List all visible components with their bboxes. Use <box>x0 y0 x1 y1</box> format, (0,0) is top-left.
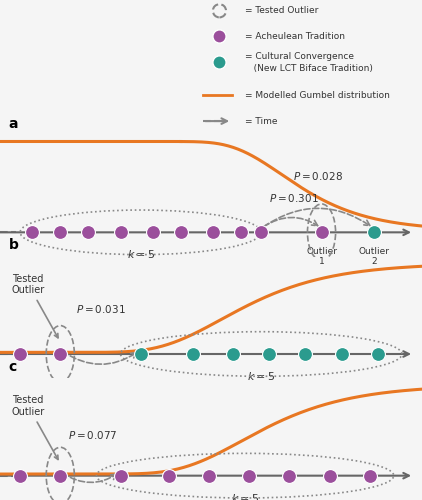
Point <box>17 350 24 358</box>
Point <box>57 350 64 358</box>
Point <box>57 228 64 236</box>
Point <box>137 350 144 358</box>
Point <box>117 228 124 236</box>
Text: = Tested Outlier: = Tested Outlier <box>245 6 318 16</box>
Point <box>371 228 377 236</box>
Text: b: b <box>8 238 18 252</box>
Point <box>117 472 124 480</box>
Text: $k = 5$: $k = 5$ <box>127 248 155 260</box>
Point <box>230 350 236 358</box>
Point <box>206 472 212 480</box>
Point <box>286 472 293 480</box>
Point <box>258 228 265 236</box>
Point <box>57 472 64 480</box>
Point <box>302 350 309 358</box>
Point <box>29 228 35 236</box>
Text: = Modelled Gumbel distribution: = Modelled Gumbel distribution <box>245 91 390 100</box>
Text: Tested
Outlier: Tested Outlier <box>11 395 58 460</box>
Text: Outlier
2: Outlier 2 <box>358 247 389 266</box>
Point <box>366 472 373 480</box>
Text: = Cultural Convergence
   (New LCT Biface Tradition): = Cultural Convergence (New LCT Biface T… <box>245 52 373 72</box>
Point <box>246 472 252 480</box>
Text: c: c <box>8 360 17 374</box>
Text: a: a <box>8 116 18 130</box>
Text: = Acheulean Tradition: = Acheulean Tradition <box>245 32 345 41</box>
Point <box>210 228 216 236</box>
Point <box>374 350 381 358</box>
Text: Tested
Outlier: Tested Outlier <box>11 274 58 338</box>
Text: Outlier
1: Outlier 1 <box>306 247 337 266</box>
Point <box>318 228 325 236</box>
Text: $P = 0.031$: $P = 0.031$ <box>76 304 125 316</box>
Text: $P = 0.301$: $P = 0.301$ <box>268 192 318 203</box>
Point <box>17 472 24 480</box>
Text: = Time: = Time <box>245 116 277 126</box>
Text: $P = 0.077$: $P = 0.077$ <box>68 429 117 441</box>
Point <box>238 228 244 236</box>
Point <box>178 228 184 236</box>
Text: $k = 5$: $k = 5$ <box>247 370 275 382</box>
Point <box>326 472 333 480</box>
Point <box>149 228 156 236</box>
Point <box>165 472 172 480</box>
Text: $k = 5$: $k = 5$ <box>231 492 259 500</box>
Point <box>189 350 196 358</box>
Text: $P = 0.028$: $P = 0.028$ <box>292 170 343 181</box>
Point <box>266 350 273 358</box>
Point <box>85 228 92 236</box>
Point <box>338 350 345 358</box>
